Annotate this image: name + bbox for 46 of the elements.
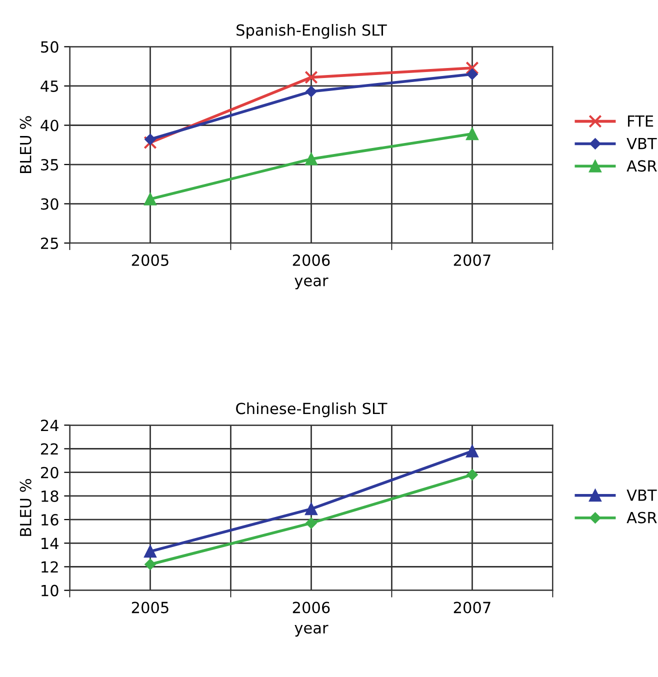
point	[144, 134, 156, 145]
x-axis-title: year	[294, 278, 328, 290]
y-tick-label: 24	[41, 420, 58, 431]
y-axis-title: BLEU %	[20, 478, 32, 536]
point	[144, 136, 157, 150]
point	[306, 517, 317, 529]
point	[144, 545, 156, 558]
x-tick-label: 2005	[132, 254, 168, 266]
y-tick-label: 12	[42, 561, 58, 573]
point	[304, 152, 318, 166]
y-tick-label: 18	[42, 490, 58, 502]
x-tick-label: 2007	[454, 254, 490, 266]
point	[466, 469, 478, 480]
y-tick-label: 10	[42, 584, 58, 596]
y-tick-label: 14	[42, 538, 58, 549]
point	[144, 558, 156, 570]
y-tick-label: 20	[41, 466, 58, 478]
point	[304, 70, 318, 84]
y-tick-label: 40	[40, 120, 58, 132]
y-tick-label: 35	[41, 158, 58, 171]
legend-label: FTE	[628, 116, 654, 127]
x-tick-label: 2006	[292, 602, 330, 614]
x-tick-label: 2007	[454, 602, 490, 614]
point	[466, 61, 479, 75]
y-tick-label: 22	[41, 443, 58, 455]
point	[466, 68, 478, 80]
legend-label: VBT	[626, 138, 657, 150]
legend-label: ASR	[626, 512, 657, 524]
x-tick-label: 2006	[292, 254, 330, 266]
legend-label: ASR	[626, 160, 657, 172]
y-tick-label: 16	[42, 514, 58, 526]
x-axis-title: year	[294, 624, 328, 637]
point	[306, 86, 317, 98]
chart-title: Chinese-English SLT	[236, 402, 388, 418]
y-tick-label: 45	[40, 80, 58, 92]
y-tick-label: 25	[41, 238, 58, 250]
point	[466, 128, 478, 140]
point	[466, 444, 478, 458]
point	[304, 502, 318, 516]
x-tick-label: 2005	[132, 602, 168, 614]
y-tick-label: 50	[41, 41, 58, 53]
point	[144, 192, 156, 206]
y-tick-label: 30	[41, 198, 58, 210]
legend-label: VBT	[626, 490, 657, 501]
chart-title: Spanish-English SLT	[236, 24, 387, 39]
y-axis-title: BLEU %	[20, 116, 32, 173]
